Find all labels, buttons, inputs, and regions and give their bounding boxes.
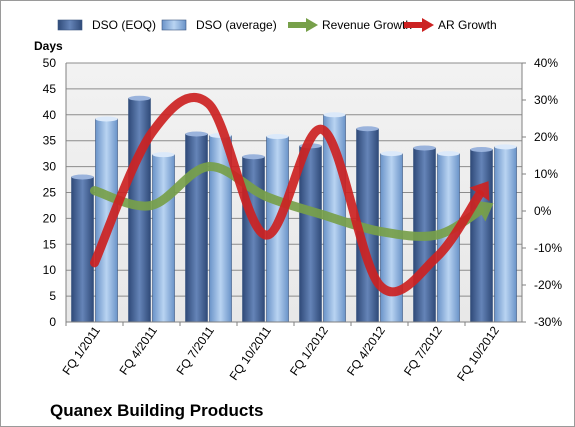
y-tick-label: 10 [43,263,57,277]
legend-swatch [57,19,83,31]
y2-tick-label: 40% [534,56,558,70]
legend: DSO (EOQ) DSO (average) Revenue Growth AR G… [57,18,497,32]
chart-title: Quanex Building Products [50,401,263,420]
legend-swatch [161,19,187,31]
bar [299,145,322,323]
bar [185,133,208,323]
y-tick-label: 0 [49,315,56,329]
series-arrowhead [469,181,490,202]
bar [71,176,94,323]
legend-arrowhead [306,18,318,32]
y-tick-label: 35 [43,134,57,148]
y2-tick-label: 10% [534,167,558,181]
series-line [90,93,484,297]
y-tick-label: 20 [43,211,57,225]
bar-top [95,116,118,122]
y2-tick-label: 20% [534,130,558,144]
y2-tick-label: -10% [534,241,562,255]
bar-top [494,144,517,150]
bar-top [185,131,208,137]
y2-tick-label: -20% [534,278,562,292]
bar-top [128,95,151,101]
y-tick-label: 5 [49,289,56,303]
y-tick-label: 25 [43,186,57,200]
y2-tick-label: 0% [534,204,552,218]
bar [494,146,517,323]
bar [470,149,493,323]
bar-top [323,112,346,118]
bar [152,154,175,323]
bar-top [71,174,94,180]
bar-top [266,134,289,140]
legend-label: DSO (average) [196,18,277,32]
bar-top [437,151,460,157]
lines [90,93,494,297]
bar-top [152,152,175,158]
bar-top [356,126,379,132]
y2-tick-label: 30% [534,93,558,107]
y-tick-label: 30 [43,160,57,174]
y-tick-label: 50 [43,56,57,70]
bar-top [413,145,436,151]
legend-arrowhead [422,18,434,32]
y-tick-label: 40 [43,108,57,122]
bar-top [380,151,403,157]
y2-tick-label: -30% [534,315,562,329]
y-tick-label: 45 [43,82,57,96]
y-axis-title: Days [34,39,63,53]
legend-label: DSO (EOQ) [92,18,156,32]
series-arrowhead [473,200,494,222]
bar-top [470,147,493,153]
bar-top [242,154,265,160]
legend-label: Revenue Growth [322,18,412,32]
y-tick-label: 15 [43,237,57,251]
legend-label: AR Growth [438,18,497,32]
